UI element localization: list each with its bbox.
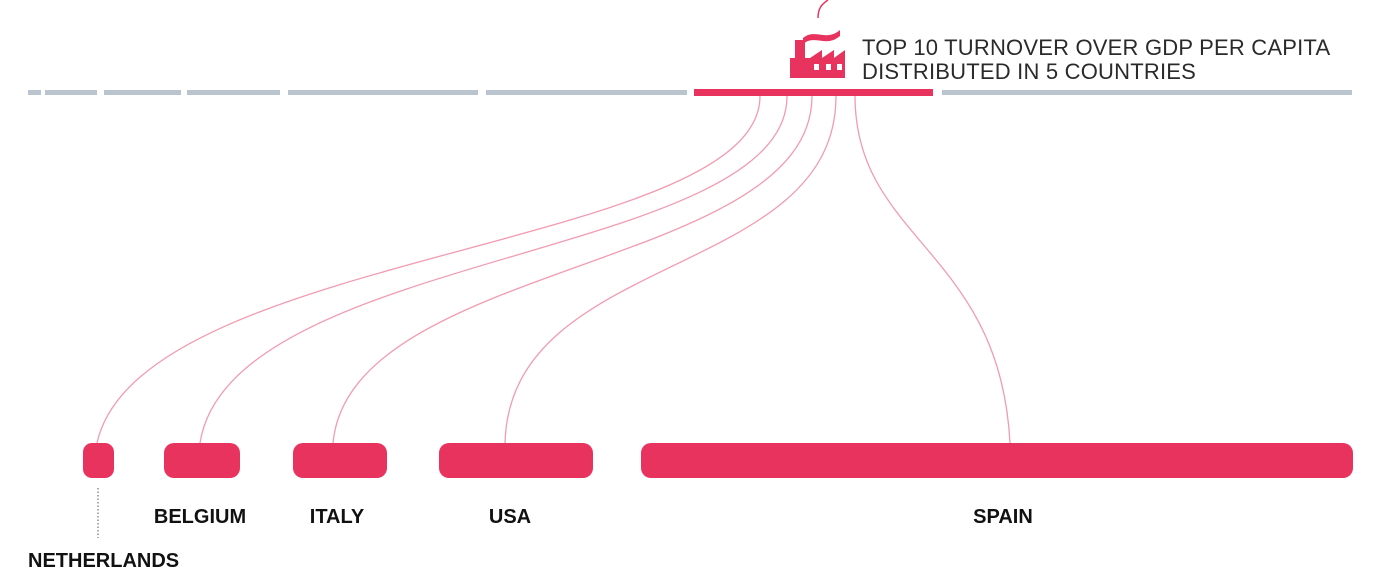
factory-icon bbox=[790, 0, 845, 78]
country-bar bbox=[164, 443, 240, 478]
connector bbox=[854, 95, 1011, 444]
segment bbox=[288, 90, 478, 95]
country-bars bbox=[83, 443, 1353, 478]
segment bbox=[942, 90, 1352, 95]
country-label: ITALY bbox=[310, 506, 365, 528]
segment bbox=[104, 90, 181, 95]
highlight-segment bbox=[694, 89, 933, 96]
country-label: NETHERLANDS bbox=[28, 550, 179, 572]
segment bbox=[486, 90, 687, 95]
connectors bbox=[96, 95, 1011, 444]
country-label: USA bbox=[489, 506, 531, 528]
country-bar bbox=[293, 443, 387, 478]
country-bar bbox=[439, 443, 593, 478]
segment bbox=[187, 90, 280, 95]
title-line: TOP 10 TURNOVER OVER GDP PER CAPITA bbox=[862, 35, 1330, 60]
connector bbox=[199, 95, 788, 444]
country-bar bbox=[641, 443, 1353, 478]
country-bar bbox=[83, 443, 114, 478]
segment bbox=[45, 90, 97, 95]
segment bbox=[28, 90, 41, 95]
connector bbox=[504, 95, 837, 444]
connector bbox=[96, 95, 761, 444]
country-label: SPAIN bbox=[973, 506, 1033, 528]
top-segments bbox=[28, 89, 1352, 96]
title-line: DISTRIBUTED IN 5 COUNTRIES bbox=[862, 59, 1196, 84]
connector bbox=[332, 95, 813, 444]
country-label: BELGIUM bbox=[154, 506, 246, 528]
